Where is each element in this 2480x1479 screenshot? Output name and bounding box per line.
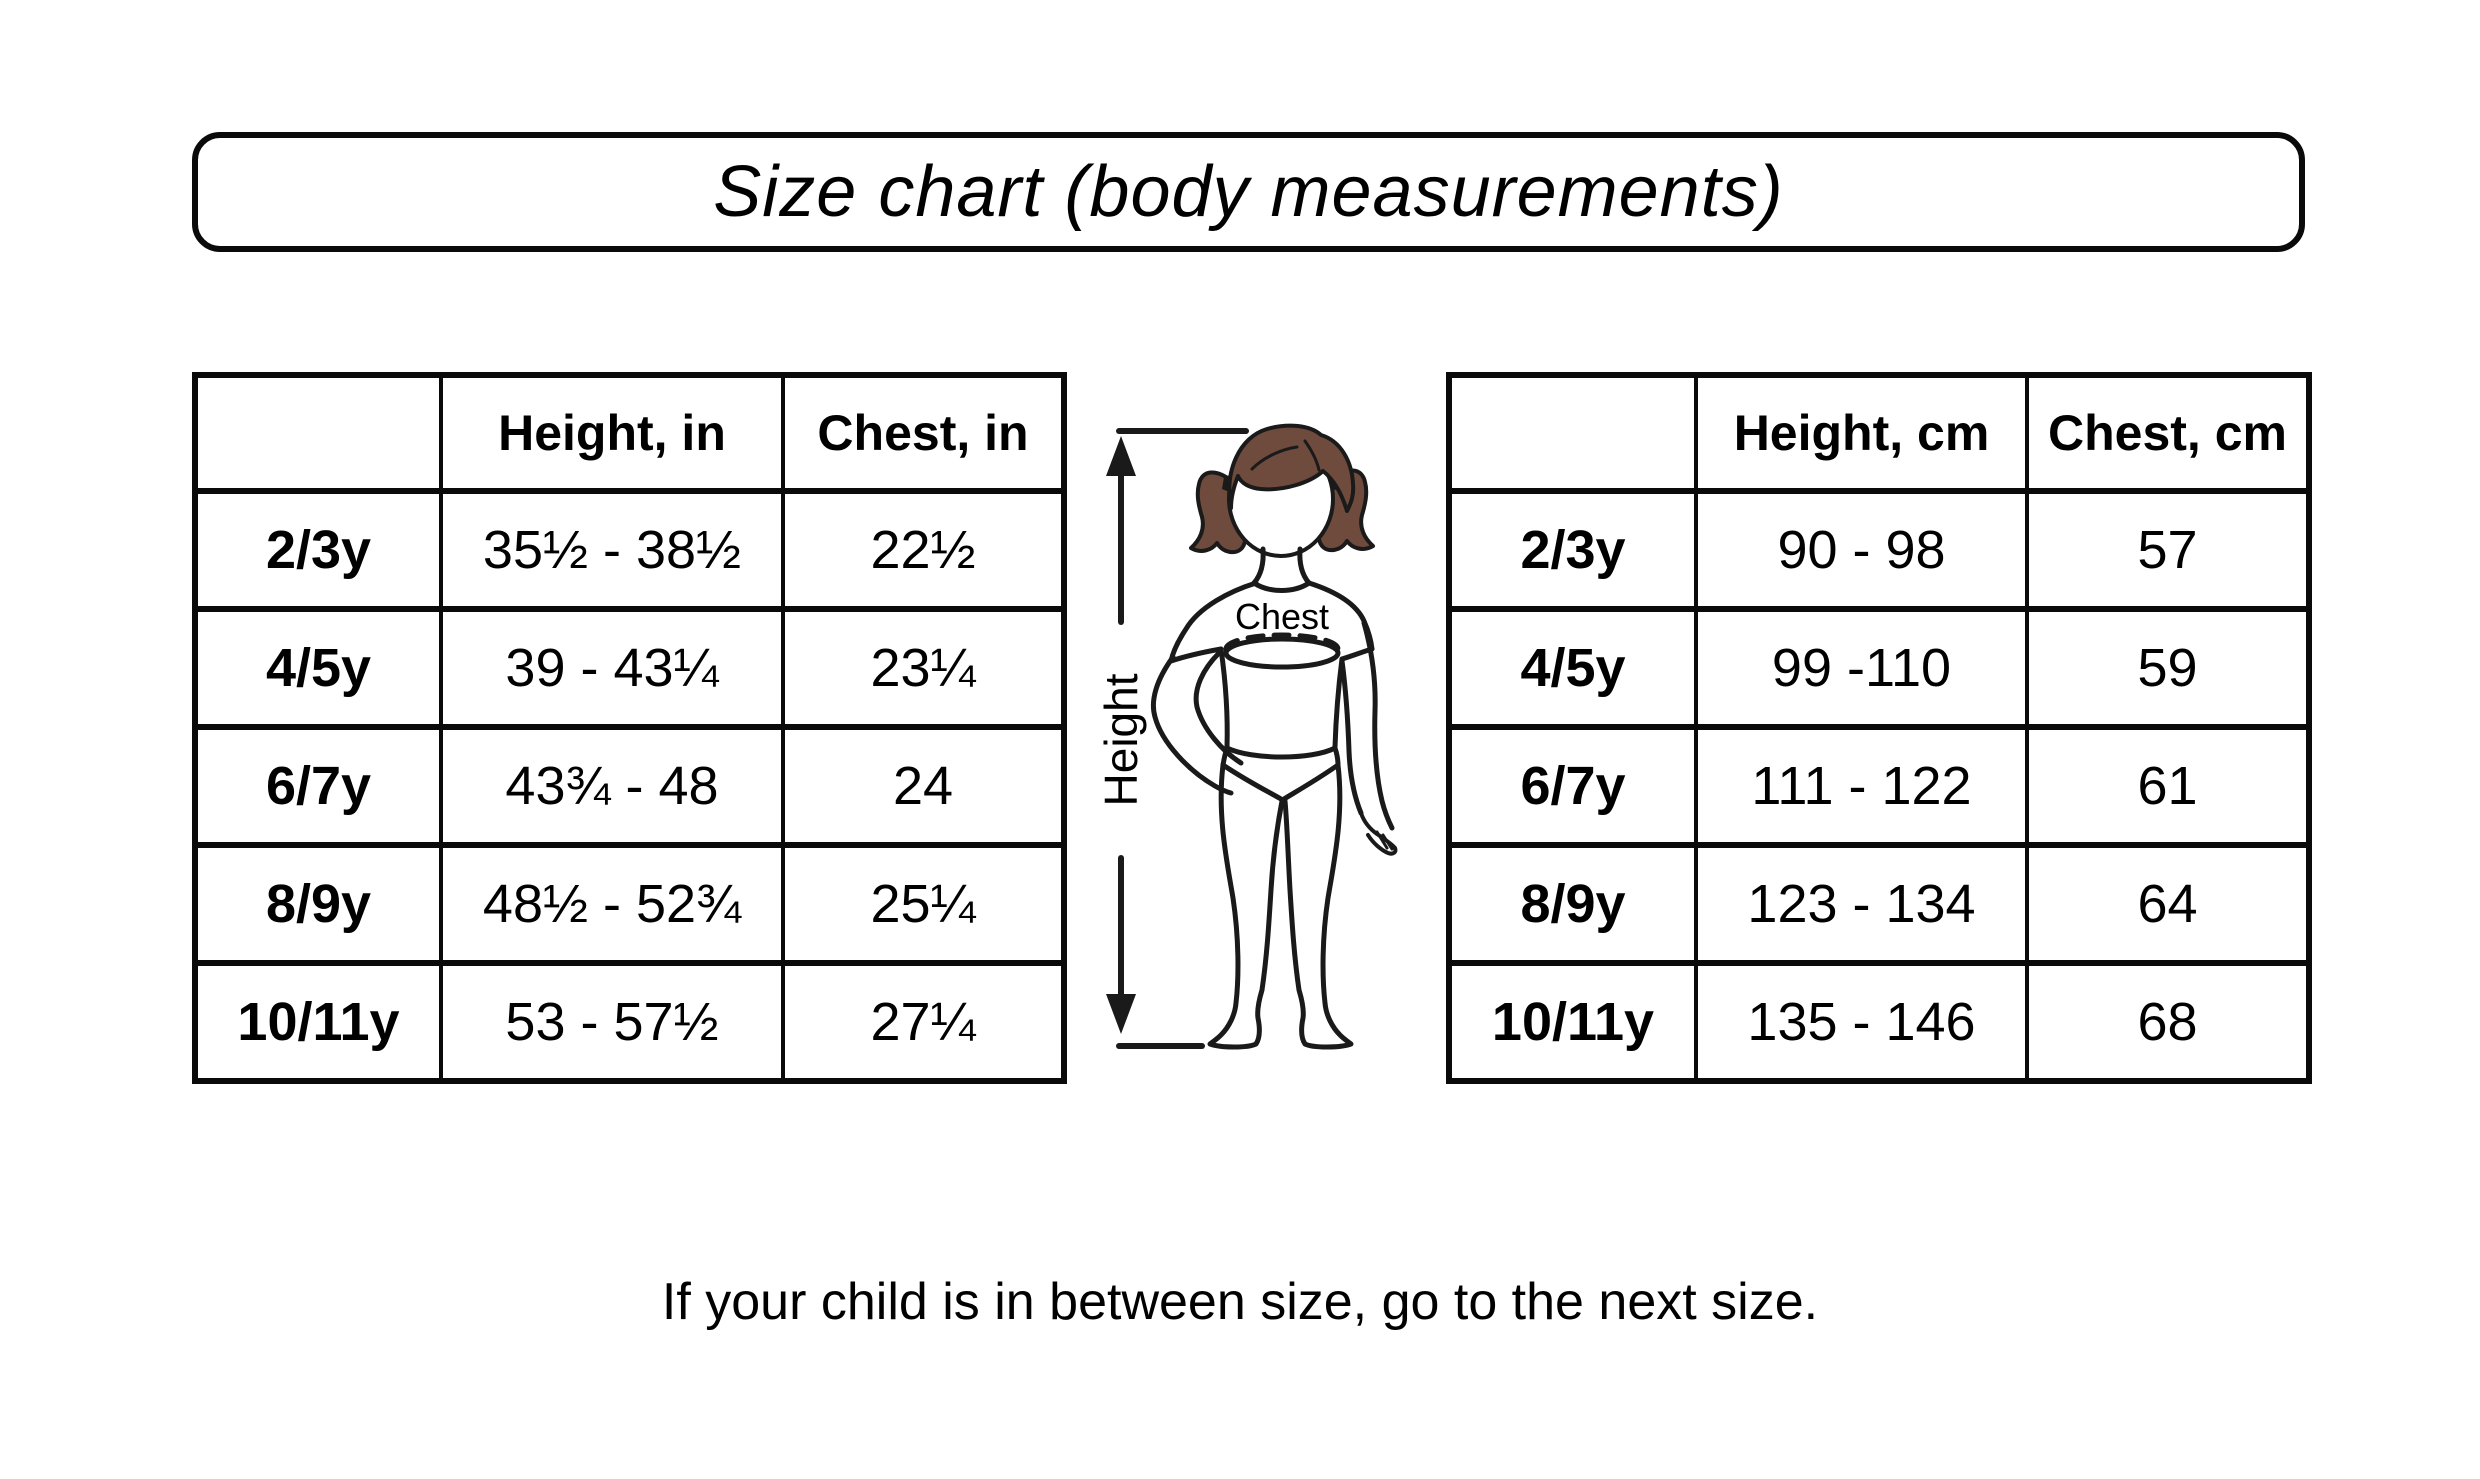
sleeve-edge-right xyxy=(1339,646,1375,662)
hip-right xyxy=(1332,745,1341,768)
chest-cell: 61 xyxy=(2025,724,2311,848)
table-row: 2/3y 35½ - 38½ 22½ xyxy=(193,488,1066,612)
column-header-height-in: Height, in xyxy=(439,372,785,494)
column-header-height-cm: Height, cm xyxy=(1694,372,2029,494)
height-cell: 90 - 98 xyxy=(1694,488,2029,612)
arm-right-outer xyxy=(1361,620,1395,831)
height-cell: 35½ - 38½ xyxy=(439,488,785,612)
title-box: Size chart (body measurements) xyxy=(192,132,2305,252)
finger-line xyxy=(1381,833,1394,851)
arm-right-inner xyxy=(1339,658,1364,816)
height-cell: 39 - 43¼ xyxy=(439,606,785,730)
collar-line xyxy=(1251,580,1312,593)
chest-cell: 27¼ xyxy=(781,960,1066,1084)
hair-strand-line xyxy=(1250,445,1299,471)
arm-left-outer xyxy=(1150,654,1234,796)
table-row: 6/7y 111 - 122 61 xyxy=(1447,724,2311,848)
chest-cell: 57 xyxy=(2025,488,2311,612)
column-header-chest-in: Chest, in xyxy=(781,372,1066,494)
arrow-up-icon xyxy=(1106,436,1136,476)
height-cell: 99 -110 xyxy=(1694,606,2029,730)
chest-cell: 25¼ xyxy=(781,842,1066,966)
hair-strand-line xyxy=(1303,439,1321,472)
size-cell: 4/5y xyxy=(1447,606,1698,730)
neck-line-right xyxy=(1297,546,1312,586)
chest-cell: 22½ xyxy=(781,488,1066,612)
size-cell: 8/9y xyxy=(193,842,443,966)
size-table-inches: Height, in Chest, in 2/3y 35½ - 38½ 22½ … xyxy=(192,372,1067,1084)
column-header-chest-cm: Chest, cm xyxy=(2025,372,2311,494)
table-row: 6/7y 43¾ - 48 24 xyxy=(193,724,1066,848)
height-cell: 135 - 146 xyxy=(1694,960,2029,1084)
child-figure-illustration: Height Chest xyxy=(1080,400,1510,1080)
finger-line xyxy=(1375,830,1389,850)
page-title: Size chart (body measurements) xyxy=(713,152,1784,232)
table-row: 10/11y 135 - 146 68 xyxy=(1447,960,2311,1084)
height-cell: 53 - 57½ xyxy=(439,960,785,1084)
chest-cell: 24 xyxy=(781,724,1066,848)
arm-left-inner xyxy=(1193,650,1244,766)
briefs-edge-left xyxy=(1220,762,1284,802)
table-row: 4/5y 39 - 43¼ 23¼ xyxy=(193,606,1066,730)
torso-side-left xyxy=(1218,646,1230,750)
height-arrow xyxy=(1106,428,1249,1049)
chest-cell: 59 xyxy=(2025,606,2311,730)
hair-bangs xyxy=(1227,423,1356,513)
shoulder-sleeve-left xyxy=(1168,580,1259,664)
hip-left xyxy=(1220,745,1230,768)
chest-band-ellipse xyxy=(1223,636,1341,670)
size-cell: 8/9y xyxy=(1447,842,1698,966)
height-cell: 43¾ - 48 xyxy=(439,724,785,848)
chest-dashed-ellipse xyxy=(1223,632,1341,652)
waist-line xyxy=(1224,745,1338,760)
size-cell: 10/11y xyxy=(1447,960,1698,1084)
size-cell: 2/3y xyxy=(193,488,443,612)
corner-cell xyxy=(193,372,443,494)
chest-cell: 23¼ xyxy=(781,606,1066,730)
body-outline xyxy=(1150,546,1398,1050)
size-cell: 2/3y xyxy=(1447,488,1698,612)
table-row: 4/5y 99 -110 59 xyxy=(1447,606,2311,730)
chest-cell: 64 xyxy=(2025,842,2311,966)
bottom-note: If your child is in between size, go to … xyxy=(661,1273,1819,1331)
height-cell: 123 - 134 xyxy=(1694,842,2029,966)
height-cell: 48½ - 52¾ xyxy=(439,842,785,966)
size-table-cm: Height, cm Chest, cm 2/3y 90 - 98 57 4/5… xyxy=(1446,372,2312,1084)
height-cell: 111 - 122 xyxy=(1694,724,2029,848)
chest-cell: 68 xyxy=(2025,960,2311,1084)
briefs-edge-right xyxy=(1281,762,1341,802)
size-cell: 4/5y xyxy=(193,606,443,730)
table-header-row: Height, cm Chest, cm xyxy=(1447,372,2311,494)
chest-label: Chest xyxy=(1235,596,1329,637)
arrow-down-icon xyxy=(1106,994,1136,1034)
sleeve-edge-left xyxy=(1168,646,1224,664)
table-row: 2/3y 90 - 98 57 xyxy=(1447,488,2311,612)
size-cell: 6/7y xyxy=(1447,724,1698,848)
leg-right xyxy=(1282,762,1354,1050)
table-row: 8/9y 123 - 134 64 xyxy=(1447,842,2311,966)
table-row: 10/11y 53 - 57½ 27¼ xyxy=(193,960,1066,1084)
height-axis-label: Height xyxy=(1095,673,1147,806)
size-cell: 10/11y xyxy=(193,960,443,1084)
table-row: 8/9y 48½ - 52¾ 25¼ xyxy=(193,842,1066,966)
table-header-row: Height, in Chest, in xyxy=(193,372,1066,494)
leg-left xyxy=(1207,762,1285,1050)
neck-line-left xyxy=(1251,546,1266,586)
corner-cell xyxy=(1447,372,1698,494)
hand-right xyxy=(1359,811,1398,856)
size-cell: 6/7y xyxy=(193,724,443,848)
